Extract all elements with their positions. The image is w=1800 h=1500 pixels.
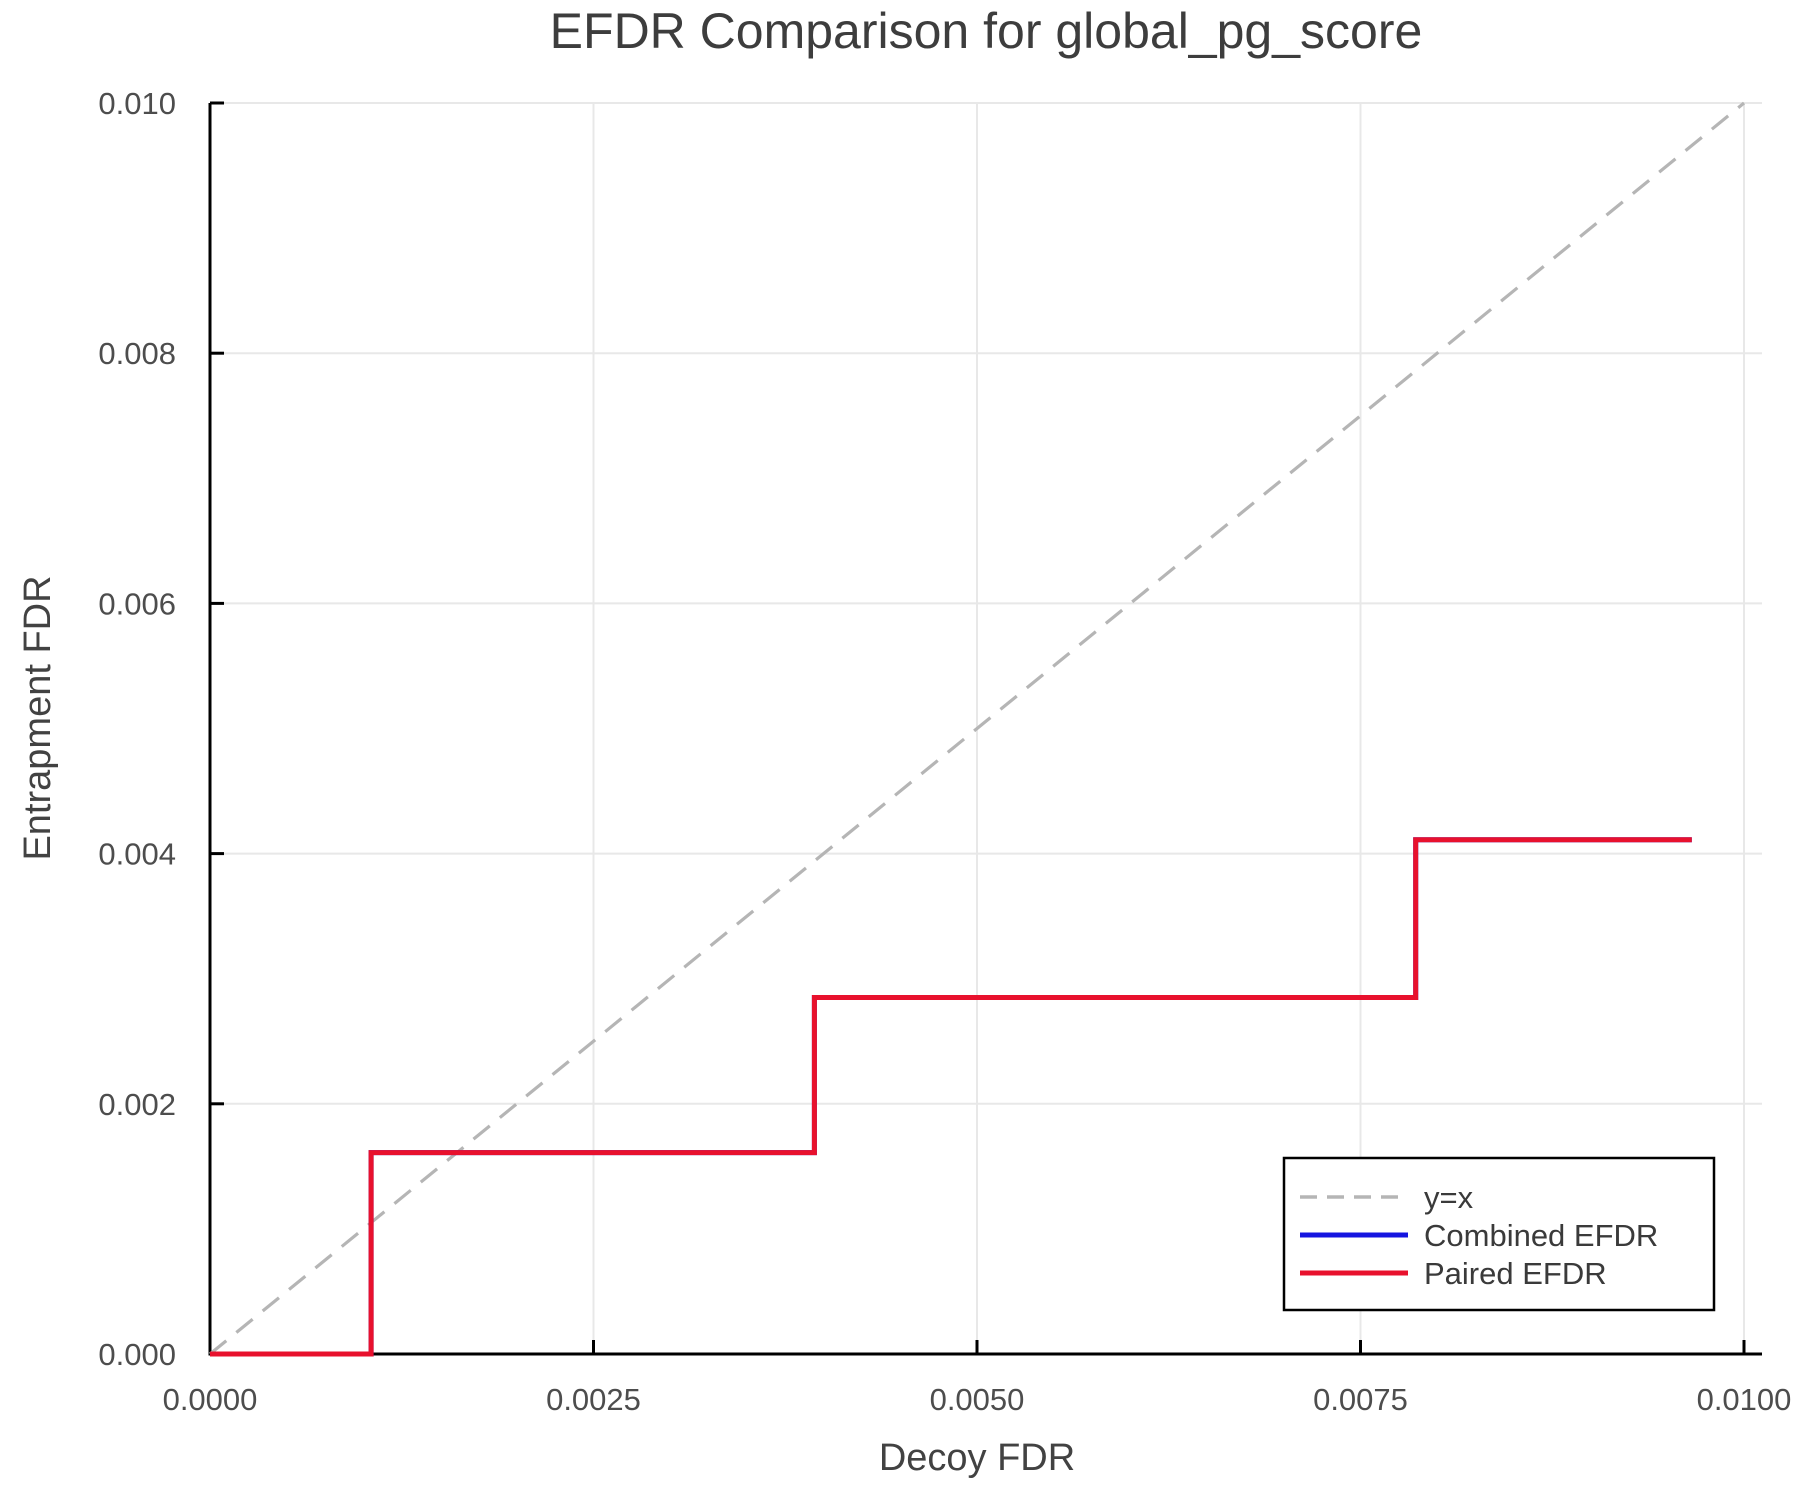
x-tick-label: 0.0050 — [930, 1382, 1025, 1417]
axes-spines — [208, 101, 1762, 1356]
x-axis-label: Decoy FDR — [879, 1437, 1075, 1479]
series-y-x — [208, 101, 1746, 1356]
legend-label: Combined EFDR — [1424, 1218, 1658, 1253]
x-tick-label: 0.0075 — [1313, 1382, 1408, 1417]
x-tick-label: 0.0025 — [546, 1382, 641, 1417]
legend-label: y=x — [1424, 1180, 1474, 1215]
x-tick-label: 0.0000 — [163, 1382, 258, 1417]
tick-label-layer: 0.0000 0.0025 0.0050 0.0075 0.0100 0.000 0.002… — [98, 86, 1791, 1417]
x-tick-label: 0.0100 — [1697, 1382, 1792, 1417]
y-axis-label: Entrapment FDR — [17, 575, 59, 860]
y-tick-label: 0.000 — [98, 1337, 176, 1372]
series-layer — [208, 101, 1746, 1357]
y-tick-label: 0.004 — [98, 837, 176, 872]
chart-title: EFDR Comparison for global_pg_score — [550, 3, 1423, 59]
series-paired-efdr — [210, 837, 1692, 1357]
y-tick-label: 0.010 — [98, 86, 176, 121]
y-tick-label: 0.008 — [98, 336, 176, 371]
y-tick-label: 0.006 — [98, 586, 176, 621]
y-tick-label: 0.002 — [98, 1087, 176, 1122]
legend-label: Paired EFDR — [1424, 1256, 1607, 1291]
